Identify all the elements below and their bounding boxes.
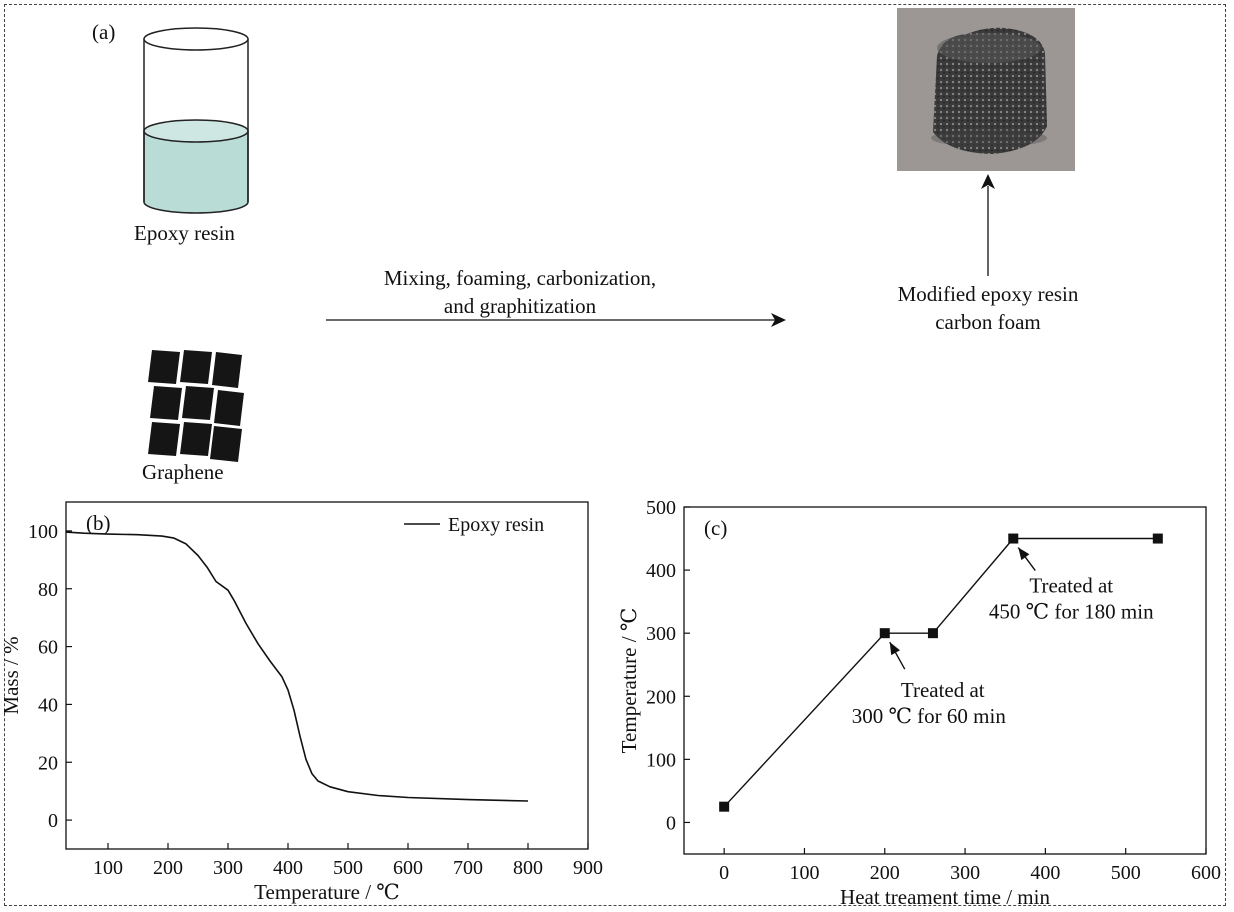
data-point (927, 628, 938, 639)
process-arrow (326, 313, 786, 327)
series-line-epoxy-resin (65, 531, 529, 802)
x-tick-label: 0 (719, 862, 729, 884)
x-tick-label: 900 (573, 857, 603, 879)
x-tick-label: 400 (1030, 862, 1060, 884)
data-point (1152, 533, 1163, 544)
x-tick-label: 100 (93, 857, 123, 879)
panel-a-label: (a) (92, 20, 116, 44)
x-tick-label: 600 (393, 857, 423, 879)
y-tick-label: 100 (646, 749, 676, 771)
x-tick-label: 800 (513, 857, 543, 879)
data-point (879, 628, 890, 639)
y-tick-label: 200 (646, 686, 676, 708)
panel-label: (b) (86, 511, 111, 535)
data-point (1008, 533, 1019, 544)
x-tick-label: 200 (153, 857, 183, 879)
y-axis-label: Mass / % (0, 636, 23, 714)
y-tick-label: 400 (646, 560, 676, 582)
y-axis-label: Temperature / ℃ (617, 608, 641, 754)
y-tick-label: 0 (48, 810, 58, 832)
x-tick-label: 700 (453, 857, 483, 879)
photo-arrow (981, 174, 995, 276)
tga-chart: 100 200 300 400 500 600 700 800 900 0 20 40 60 80 100 T… (0, 501, 603, 904)
graphene-label: Graphene (142, 460, 224, 484)
resin-surface (143, 119, 249, 143)
x-tick-label: 100 (789, 862, 819, 884)
heat-treatment-chart: 0 100 200 300 400 500 600 0 100 200 300 400 500 Heat … (617, 497, 1221, 909)
y-tick-label: 80 (38, 579, 58, 601)
annotation-line-1: Treated at (901, 678, 985, 702)
plot-frame (65, 501, 589, 850)
beaker-rim (143, 27, 249, 51)
annotation-line-2: 450 ℃ for 180 min (989, 600, 1154, 624)
x-tick-label: 600 (1191, 862, 1221, 884)
y-tick-label: 500 (646, 497, 676, 519)
product-line-2: carbon foam (935, 310, 1041, 334)
y-tick-label: 20 (38, 752, 58, 774)
x-tick-label: 200 (870, 862, 900, 884)
x-axis-label: Heat treament time / min (840, 885, 1050, 909)
epoxy-beaker-icon (143, 27, 249, 214)
annotation-line-2: 300 ℃ for 60 min (852, 704, 1007, 728)
x-tick-label: 300 (213, 857, 243, 879)
x-axis-label: Temperature / ℃ (254, 880, 400, 904)
annotation-arrowhead (1018, 547, 1030, 561)
epoxy-resin-label: Epoxy resin (134, 221, 235, 245)
x-tick-label: 400 (273, 857, 303, 879)
annotation-arrowhead (889, 642, 900, 656)
product-line-1: Modified epoxy resin (897, 282, 1079, 306)
y-tick-label: 60 (38, 637, 58, 659)
legend-label: Epoxy resin (448, 514, 544, 536)
graphene-icon (148, 350, 244, 462)
x-tick-label: 500 (1111, 862, 1141, 884)
process-label: Mixing, foaming, carbonization, and grap… (320, 264, 720, 320)
y-tick-label: 40 (38, 694, 58, 716)
carbon-foam-photo (897, 8, 1075, 171)
panel-label: (c) (704, 516, 727, 540)
x-tick-label: 300 (950, 862, 980, 884)
resin-liquid (143, 130, 249, 214)
data-point (719, 801, 730, 812)
y-tick-label: 0 (666, 812, 676, 834)
process-line-2: and graphitization (443, 294, 597, 318)
product-label: Modified epoxy resin carbon foam (868, 280, 1108, 336)
figure-frame (4, 4, 1226, 906)
plot-frame (683, 506, 1207, 855)
carbon-foam-image (931, 27, 1047, 154)
y-tick-label: 300 (646, 623, 676, 645)
annotation-line-1: Treated at (1029, 574, 1113, 598)
x-tick-label: 500 (333, 857, 363, 879)
y-tick-label: 100 (28, 521, 58, 543)
process-line-1: Mixing, foaming, carbonization, (383, 266, 657, 290)
